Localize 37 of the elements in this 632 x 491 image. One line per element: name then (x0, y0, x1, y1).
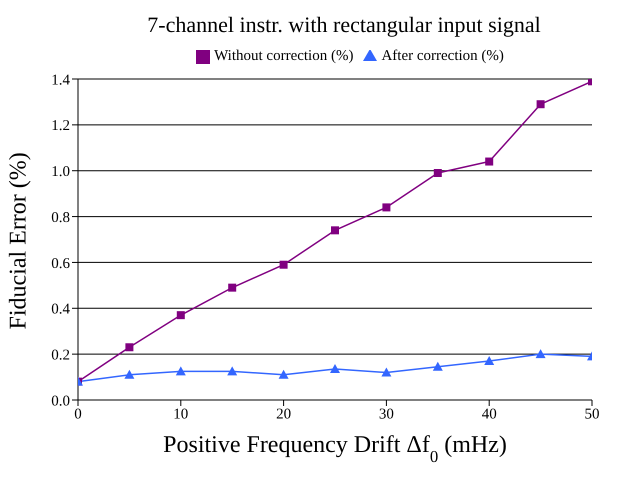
point (381, 367, 392, 376)
point (331, 226, 339, 234)
point (125, 343, 134, 352)
legend-label: After correction (%) (381, 48, 504, 64)
point (484, 356, 494, 366)
point (228, 284, 236, 292)
point (382, 203, 390, 212)
y-tick-label: 0.0 (51, 393, 70, 410)
point (536, 100, 545, 108)
x-axis-title: Positive Frequency Drift Δf$_{0}$ (mHz) (163, 432, 507, 466)
point (330, 364, 340, 374)
x-tick-label: 10 (173, 406, 188, 423)
x-tick-label: 40 (482, 406, 497, 423)
y-tick-label: 1.2 (51, 118, 70, 134)
chart-title: 7-channel instr. with rectangular input signal (146, 11, 542, 39)
point (176, 311, 185, 320)
x-tick-label: 50 (584, 406, 600, 423)
point (278, 370, 289, 379)
y-tick-label: 1.0 (51, 164, 70, 180)
x-tick-label: 30 (378, 406, 394, 423)
point (280, 260, 288, 269)
y-tick-label: 1.4 (51, 72, 70, 88)
y-tick-label: 0.8 (51, 210, 70, 226)
point (124, 370, 134, 379)
point (432, 362, 443, 371)
point (176, 366, 186, 376)
y-tick-label: 0.6 (51, 256, 70, 272)
point (485, 158, 494, 166)
point (536, 349, 546, 358)
legend-label: Without correction (%) (214, 48, 354, 64)
y-tick-label: 0.4 (51, 302, 70, 318)
y-axis-title: Fiducial Error (%) (6, 152, 32, 330)
y-tick-label: 0.2 (51, 347, 70, 364)
x-tick-label: 0 (74, 406, 82, 423)
point (227, 366, 238, 376)
x-tick-label: 20 (276, 406, 292, 423)
point (434, 169, 442, 178)
